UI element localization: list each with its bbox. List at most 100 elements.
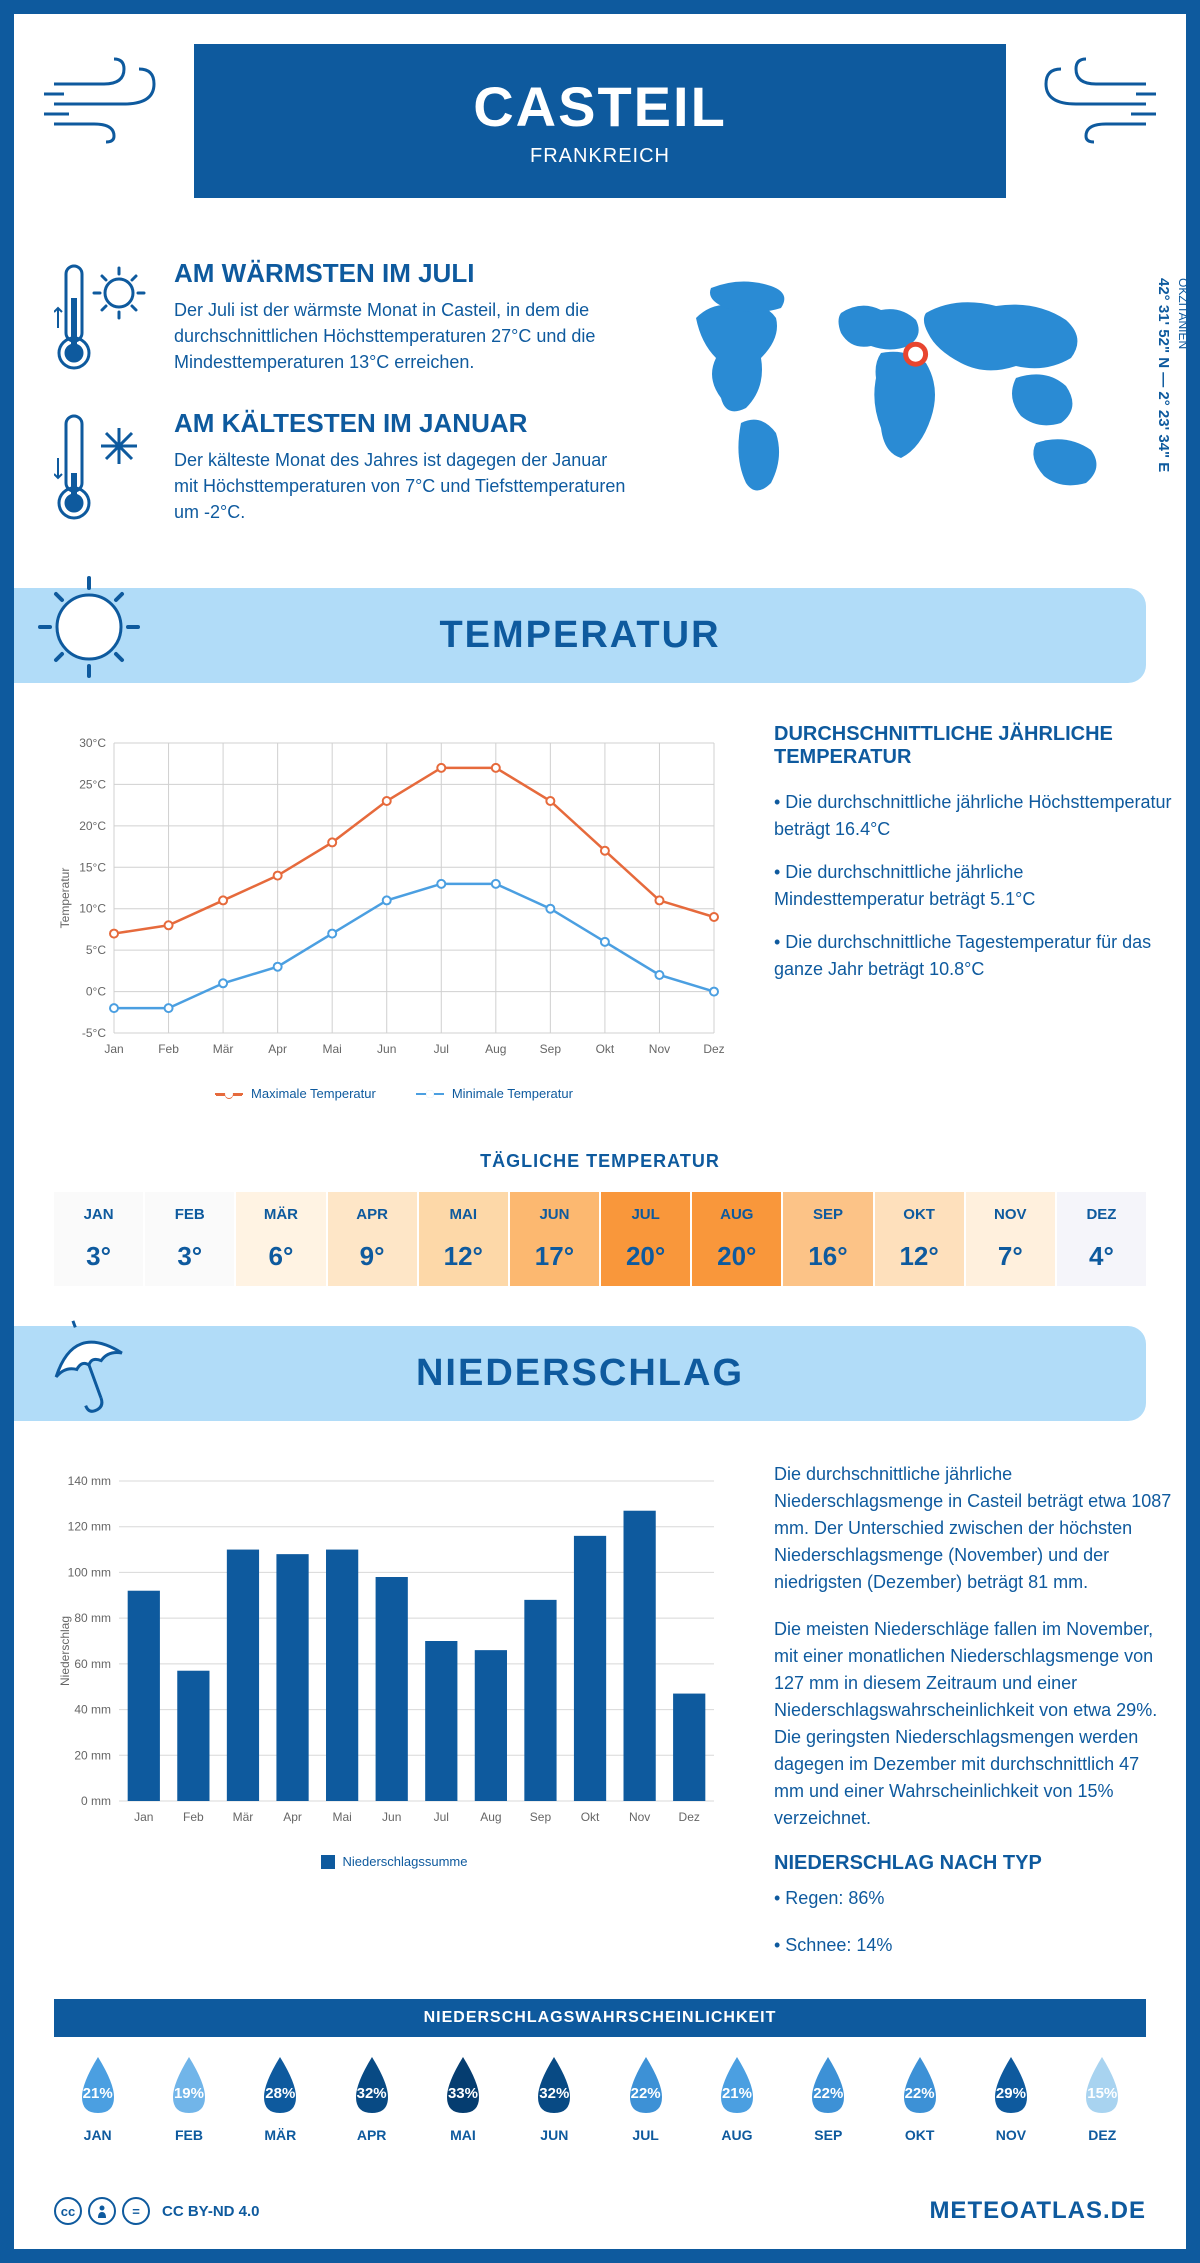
temp-text-l1: • Die durchschnittliche jährliche Höchst… (774, 789, 1174, 843)
precip-p2: Die meisten Niederschläge fallen im Nove… (774, 1616, 1174, 1832)
page-header: CASTEIL FRANKREICH (194, 44, 1006, 198)
svg-text:Jun: Jun (382, 1810, 401, 1824)
svg-text:Dez: Dez (703, 1042, 724, 1056)
svg-text:Feb: Feb (183, 1810, 204, 1824)
svg-text:Mär: Mär (213, 1042, 234, 1056)
svg-text:Sep: Sep (540, 1042, 562, 1056)
probability-cell: 22%JUL (602, 2053, 689, 2143)
svg-text:25°C: 25°C (79, 777, 106, 791)
svg-text:Dez: Dez (679, 1810, 700, 1824)
daily-cell: AUG20° (692, 1192, 781, 1286)
daily-cell: APR9° (328, 1192, 417, 1286)
svg-text:Mai: Mai (323, 1042, 342, 1056)
coldest-block: AM KÄLTESTEN IM JANUAR Der kälteste Mona… (54, 408, 626, 528)
precip-type-title: NIEDERSCHLAG NACH TYP (774, 1852, 1174, 1875)
probability-cell: 19%FEB (145, 2053, 232, 2143)
svg-text:20 mm: 20 mm (74, 1748, 111, 1762)
probability-grid: 21%JAN19%FEB28%MÄR32%APR33%MAI32%JUN22%J… (14, 2037, 1186, 2173)
precipitation-bar-chart: 0 mm 20 mm 40 mm 60 mm 80 mm 100 mm 120 mm 140 … (54, 1461, 734, 1841)
precip-p1: Die durchschnittliche jährliche Niedersc… (774, 1461, 1174, 1596)
probability-cell: 21%AUG (693, 2053, 780, 2143)
svg-text:Mär: Mär (233, 1810, 254, 1824)
coordinates: 42° 31' 52" N — 2° 23' 34" E (1155, 278, 1172, 472)
svg-text:Apr: Apr (268, 1042, 287, 1056)
probability-cell: 21%JAN (54, 2053, 141, 2143)
daily-cell: JAN3° (54, 1192, 143, 1286)
svg-text:Nov: Nov (649, 1042, 670, 1056)
daily-title: TÄGLICHE TEMPERATUR (14, 1151, 1186, 1172)
section-header-precipitation: NIEDERSCHLAG (14, 1326, 1146, 1421)
daily-cell: NOV7° (966, 1192, 1055, 1286)
sun-icon (34, 572, 144, 682)
world-map (666, 258, 1146, 518)
svg-text:Jan: Jan (134, 1810, 153, 1824)
svg-text:Feb: Feb (158, 1042, 179, 1056)
svg-text:Aug: Aug (485, 1042, 506, 1056)
probability-cell: 32%JUN (511, 2053, 598, 2143)
svg-text:Jul: Jul (434, 1042, 449, 1056)
page-footer: cc = CC BY-ND 4.0 METEOATLAS.DE (14, 2173, 1186, 2249)
svg-text:60 mm: 60 mm (74, 1657, 111, 1671)
svg-text:0 mm: 0 mm (81, 1794, 111, 1808)
section-header-temperature: TEMPERATUR (14, 588, 1146, 683)
cc-icons: cc = (54, 2197, 150, 2225)
svg-text:Aug: Aug (480, 1810, 501, 1824)
warmest-block: AM WÄRMSTEN IM JULI Der Juli ist der wär… (54, 258, 626, 378)
page-subtitle: FRANKREICH (194, 145, 1006, 168)
probability-cell: 29%NOV (967, 2053, 1054, 2143)
probability-cell: 28%MÄR (237, 2053, 324, 2143)
section-title: NIEDERSCHLAG (54, 1352, 1106, 1395)
svg-text:-5°C: -5°C (82, 1026, 106, 1040)
temperature-line-chart: -5°C0°C5°C10°C15°C20°C25°C30°CJanFebMärA… (54, 723, 734, 1073)
section-title: TEMPERATUR (54, 614, 1106, 657)
svg-text:40 mm: 40 mm (74, 1703, 111, 1717)
svg-text:10°C: 10°C (79, 902, 106, 916)
svg-text:15°C: 15°C (79, 860, 106, 874)
probability-cell: 15%DEZ (1059, 2053, 1146, 2143)
wind-icon (1016, 54, 1156, 144)
daily-cell: JUL20° (601, 1192, 690, 1286)
probability-title: NIEDERSCHLAGSWAHRSCHEINLICHKEIT (54, 1999, 1146, 2037)
daily-cell: FEB3° (145, 1192, 234, 1286)
svg-text:5°C: 5°C (86, 943, 106, 957)
svg-text:Nov: Nov (629, 1810, 650, 1824)
precip-type-2: • Schnee: 14% (774, 1932, 1174, 1959)
daily-cell: OKT12° (875, 1192, 964, 1286)
warmest-text: Der Juli ist der wärmste Monat in Castei… (174, 297, 626, 375)
probability-cell: 32%APR (328, 2053, 415, 2143)
svg-text:Sep: Sep (530, 1810, 552, 1824)
probability-cell: 22%OKT (876, 2053, 963, 2143)
svg-text:30°C: 30°C (79, 736, 106, 750)
license-text: CC BY-ND 4.0 (162, 2203, 260, 2220)
temp-text-l2: • Die durchschnittliche jährliche Mindes… (774, 859, 1174, 913)
svg-text:100 mm: 100 mm (68, 1565, 111, 1579)
temp-text-l3: • Die durchschnittliche Tagestemperatur … (774, 929, 1174, 983)
daily-cell: JUN17° (510, 1192, 599, 1286)
warmest-title: AM WÄRMSTEN IM JULI (174, 258, 626, 289)
thermometer-cold-icon (54, 408, 154, 528)
svg-text:Jun: Jun (377, 1042, 396, 1056)
brand: METEOATLAS.DE (929, 2197, 1146, 2225)
umbrella-icon (34, 1310, 144, 1420)
thermometer-hot-icon (54, 258, 154, 378)
temp-text-title: DURCHSCHNITTLICHE JÄHRLICHE TEMPERATUR (774, 723, 1174, 769)
daily-cell: MAI12° (419, 1192, 508, 1286)
svg-text:Apr: Apr (283, 1810, 302, 1824)
page-title: CASTEIL (194, 74, 1006, 139)
svg-text:Temperatur: Temperatur (58, 868, 72, 929)
svg-text:0°C: 0°C (86, 985, 106, 999)
svg-text:80 mm: 80 mm (74, 1611, 111, 1625)
coldest-text: Der kälteste Monat des Jahres ist dagege… (174, 447, 626, 525)
svg-text:140 mm: 140 mm (68, 1474, 111, 1488)
svg-text:Okt: Okt (581, 1810, 600, 1824)
svg-text:120 mm: 120 mm (68, 1520, 111, 1534)
probability-cell: 22%SEP (785, 2053, 872, 2143)
daily-cell: DEZ4° (1057, 1192, 1146, 1286)
svg-text:20°C: 20°C (79, 819, 106, 833)
chart-legend: Maximale Temperatur Minimale Temperatur (54, 1086, 734, 1101)
svg-text:Mai: Mai (332, 1810, 351, 1824)
precip-type-1: • Regen: 86% (774, 1885, 1174, 1912)
daily-cell: MÄR6° (236, 1192, 325, 1286)
svg-text:Jul: Jul (434, 1810, 449, 1824)
daily-cell: SEP16° (783, 1192, 872, 1286)
